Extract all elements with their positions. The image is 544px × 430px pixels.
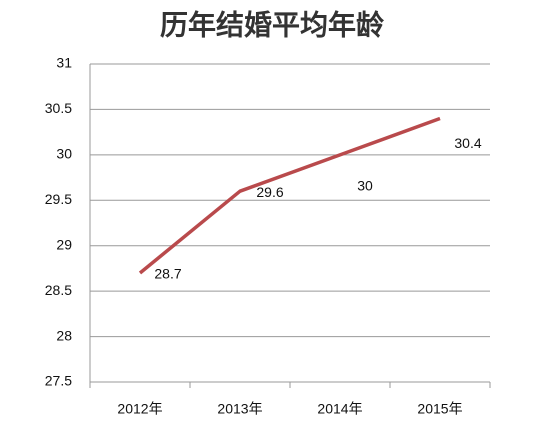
line — [138, 116, 441, 275]
data-label: 30 — [357, 178, 373, 194]
x-tick-label: 2013年 — [217, 401, 262, 417]
y-tick-label: 29.5 — [45, 191, 72, 207]
y-tick-label: 30.5 — [45, 100, 72, 116]
x-tick-label: 2014年 — [317, 401, 362, 417]
y-tick-label: 29 — [56, 236, 72, 252]
y-tick-label: 27.5 — [45, 373, 72, 389]
chart-title: 历年结婚平均年龄 — [160, 9, 385, 42]
x-tick-label: 2012年 — [117, 401, 162, 417]
x-tick-label: 2015年 — [417, 401, 462, 417]
y-tick-label: 31 — [56, 55, 72, 71]
y-tick-label: 28 — [56, 327, 72, 343]
data-label: 30.4 — [454, 135, 481, 151]
y-tick-label: 30 — [56, 146, 72, 162]
data-label: 29.6 — [256, 184, 283, 200]
data-label: 28.7 — [154, 266, 181, 282]
y-tick-label: 28.5 — [45, 282, 72, 298]
